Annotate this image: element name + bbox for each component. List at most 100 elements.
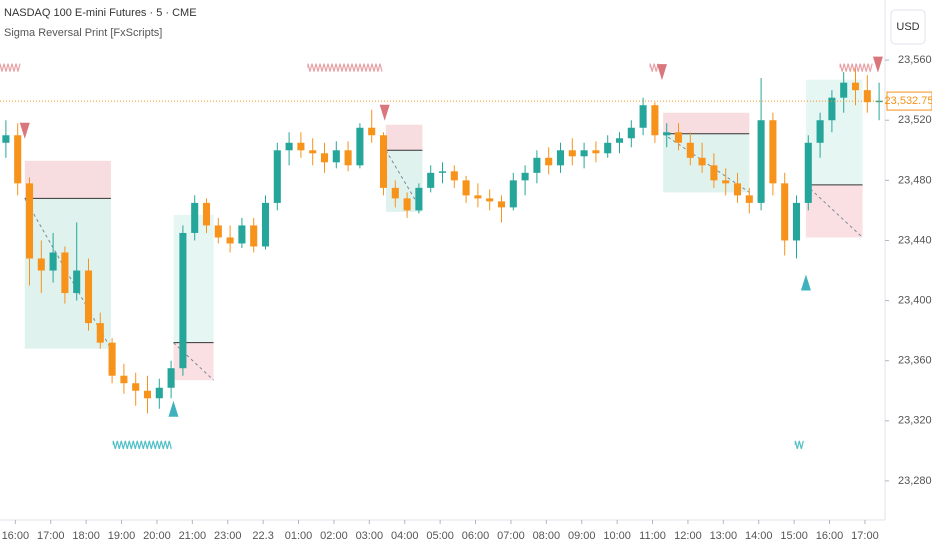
- last-price-box: [886, 91, 932, 111]
- last-price-label: 23,532.75: [885, 95, 932, 107]
- candle-body: [273, 150, 281, 203]
- candle-body: [568, 150, 576, 157]
- indicator-title: Sigma Reversal Print [FxScripts]: [4, 27, 162, 39]
- signal-marker: [800, 274, 811, 291]
- candle-body: [745, 195, 753, 203]
- candle-body: [2, 135, 10, 143]
- candle-body: [344, 150, 352, 166]
- x-tick-label: 23:00: [214, 530, 242, 542]
- candle-body: [462, 180, 470, 196]
- y-tick-label: 23,520.00: [898, 114, 932, 126]
- candle-body: [816, 120, 824, 143]
- candle-body: [427, 172, 435, 188]
- candle-body: [663, 132, 671, 136]
- candle-body: [722, 180, 730, 184]
- signal-band: [0, 63, 21, 72]
- candle-body: [509, 180, 517, 208]
- candle-body: [627, 127, 635, 139]
- candle-body: [486, 198, 494, 202]
- signal-marker: [168, 400, 179, 417]
- candle-body: [733, 183, 742, 196]
- candle-body: [155, 387, 163, 399]
- y-tick-label: 23,320.00: [898, 415, 932, 427]
- candle-body: [96, 323, 104, 343]
- candle-body: [332, 150, 340, 163]
- candle-body: [674, 132, 683, 143]
- x-tick-label: 02:00: [320, 530, 348, 542]
- candle-body: [49, 252, 57, 271]
- candle-body: [238, 225, 246, 244]
- candle-body: [108, 342, 116, 376]
- currency-button[interactable]: [890, 9, 926, 45]
- candle-body: [556, 150, 565, 166]
- candle-body: [191, 202, 199, 233]
- y-tick-label: 23,360.00: [898, 355, 932, 367]
- candle-body: [415, 187, 423, 211]
- signal-band: [794, 440, 804, 450]
- x-tick-label: 16:00: [816, 530, 844, 542]
- candle-body: [214, 225, 222, 238]
- x-tick-label: 14:00: [745, 530, 773, 542]
- candle-body: [167, 368, 175, 388]
- candle-body: [769, 120, 777, 184]
- candle-body: [828, 97, 836, 121]
- candle-body: [202, 202, 211, 226]
- candle-body: [474, 195, 482, 199]
- candle-body: [686, 142, 694, 158]
- x-tick-label: 20:00: [143, 530, 171, 542]
- candle-body: [863, 90, 871, 103]
- candle-body: [545, 157, 553, 166]
- candle-body: [250, 225, 258, 247]
- candle-body: [438, 171, 447, 173]
- x-tick-label: 12:00: [674, 530, 702, 542]
- x-tick-label: 01:00: [285, 530, 313, 542]
- candle-body: [84, 270, 93, 324]
- x-tick-label: 16:00: [2, 530, 30, 542]
- signal-band: [112, 440, 172, 450]
- candle-body: [710, 165, 718, 181]
- signal-band: [839, 63, 873, 72]
- candle-body: [226, 237, 234, 244]
- x-tick-label: 19:00: [108, 530, 136, 542]
- zone-upper: [385, 124, 423, 151]
- candle-body: [533, 157, 541, 173]
- candle-body: [521, 172, 529, 181]
- x-tick-label: 17:00: [851, 530, 879, 542]
- candle-body: [757, 120, 765, 203]
- candle-body: [792, 202, 801, 241]
- candle-body: [14, 135, 22, 184]
- candle-body: [604, 142, 612, 154]
- signal-marker: [872, 56, 883, 73]
- candle-body: [497, 201, 506, 208]
- x-tick-label: 06:00: [462, 530, 490, 542]
- candle-body: [261, 202, 270, 247]
- candle-body: [179, 232, 187, 369]
- x-tick-label: 05:00: [426, 530, 454, 542]
- candle-body: [580, 150, 588, 157]
- y-tick-label: 23,440.00: [898, 234, 932, 246]
- signal-marker: [656, 64, 667, 81]
- candle-body: [132, 383, 140, 391]
- zone-path: [805, 184, 863, 238]
- candle-body: [781, 183, 789, 241]
- x-tick-label: 04:00: [391, 530, 419, 542]
- candle-body: [368, 127, 376, 136]
- zone-upper: [805, 79, 863, 185]
- candle-body: [73, 270, 81, 294]
- signal-band: [649, 63, 659, 72]
- y-tick-label: 23,480.00: [898, 174, 932, 186]
- candle-body: [61, 252, 69, 294]
- candle-body: [804, 142, 812, 203]
- candle-body: [25, 183, 34, 259]
- x-tick-label: 10:00: [603, 530, 631, 542]
- candle-body: [403, 198, 411, 211]
- signal-marker: [379, 104, 390, 121]
- x-tick-label: 09:00: [568, 530, 596, 542]
- currency-label[interactable]: USD: [896, 21, 919, 33]
- candle-body: [698, 157, 706, 166]
- candle-body: [309, 150, 317, 154]
- zone-upper: [663, 112, 750, 134]
- y-tick-label: 23,400.00: [898, 294, 932, 306]
